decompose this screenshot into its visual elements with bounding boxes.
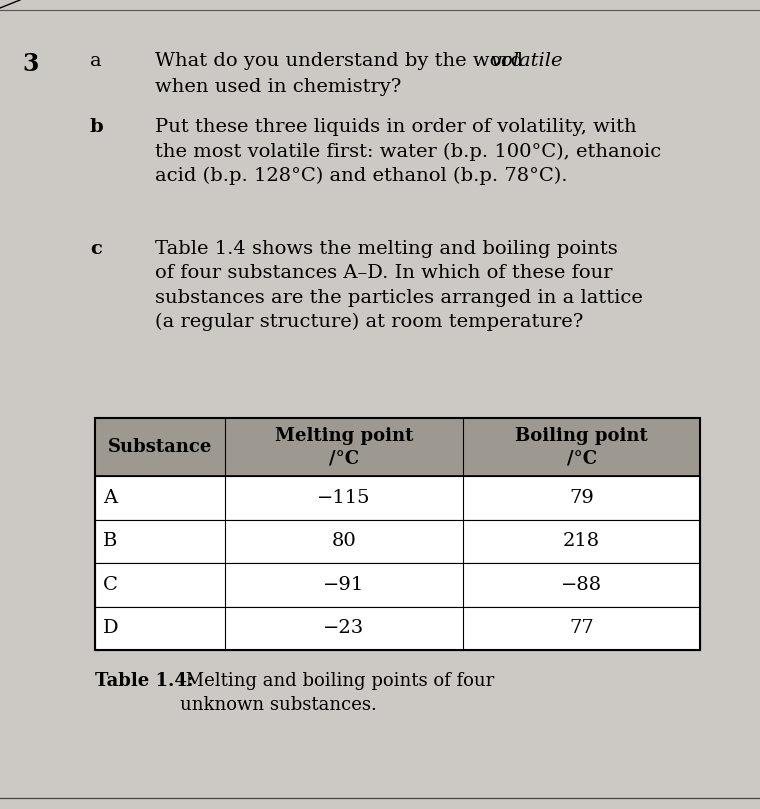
Text: −91: −91 [323,576,365,594]
Text: Put these three liquids in order of volatility, with
the most volatile first: wa: Put these three liquids in order of vola… [155,118,661,185]
Text: −23: −23 [323,619,365,637]
Text: 218: 218 [563,532,600,550]
Text: when used in chemistry?: when used in chemistry? [155,78,401,96]
Text: 3: 3 [22,52,38,76]
Text: a: a [90,52,102,70]
Text: 77: 77 [569,619,594,637]
Text: b: b [90,118,103,136]
Text: D: D [103,619,119,637]
Text: −88: −88 [561,576,602,594]
Text: 80: 80 [331,532,356,550]
Text: c: c [90,240,102,258]
Text: What do you understand by the word: What do you understand by the word [155,52,530,70]
Text: Melting and boiling points of four
unknown substances.: Melting and boiling points of four unkno… [180,672,494,714]
Text: Boiling point
/°C: Boiling point /°C [515,427,648,467]
Text: Table 1.4 shows the melting and boiling points
of four substances A–D. In which : Table 1.4 shows the melting and boiling … [155,240,643,331]
Text: A: A [103,489,117,506]
Bar [95,519,700,563]
Bar [95,563,700,607]
Text: B: B [103,532,117,550]
Text: 79: 79 [569,489,594,506]
Text: Melting point
/°C: Melting point /°C [275,427,413,467]
Text: −115: −115 [317,489,371,506]
Text: Table 1.4:: Table 1.4: [95,672,194,690]
Text: volatile: volatile [490,52,562,70]
Text: Substance: Substance [108,438,212,456]
Text: C: C [103,576,118,594]
Bar [95,607,700,650]
Bar [95,476,700,519]
Bar [95,418,700,476]
Bar [95,418,700,650]
